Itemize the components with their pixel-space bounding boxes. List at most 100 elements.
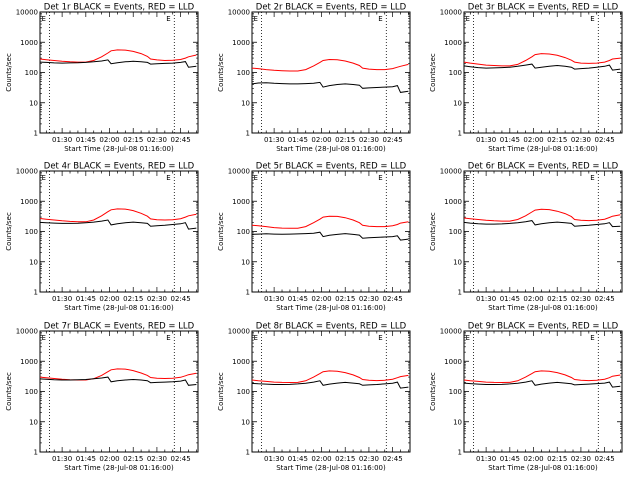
- x-tick-label: 02:45: [383, 455, 403, 463]
- event-marker-label: E: [378, 174, 382, 182]
- events-series-line: [463, 380, 621, 388]
- y-tick-label: 100: [449, 228, 462, 236]
- y-tick-label: 100: [25, 388, 38, 396]
- panel-7: Det 7r BLACK = Events, RED = LLD 1 10 100 10…: [5, 322, 199, 472]
- panel-1: Det 1r BLACK = Events, RED = LLD 1 10 100 10…: [5, 3, 199, 153]
- x-tick-label: 02:15: [123, 295, 143, 303]
- x-tick-label: 02:45: [383, 295, 403, 303]
- panel-title: Det 5r BLACK = Events, RED = LLD: [256, 162, 407, 172]
- lld-series-line: [251, 215, 409, 229]
- events-series-line: [251, 380, 409, 389]
- x-tick-label: 02:00: [311, 295, 331, 303]
- x-tick-label: 02:45: [171, 455, 191, 463]
- y-axis-label: Counts/sec: [429, 53, 437, 92]
- event-marker-label: E: [253, 15, 257, 23]
- x-tick-label: 02:30: [359, 455, 379, 463]
- x-tick-label: 01:30: [52, 455, 72, 463]
- y-tick-label: 1000: [20, 198, 38, 206]
- y-tick-label: 100: [25, 69, 38, 77]
- y-tick-label: 10000: [440, 168, 462, 176]
- event-marker-label: E: [465, 174, 469, 182]
- y-tick-label: 1000: [20, 39, 38, 47]
- event-marker-label: E: [465, 15, 469, 23]
- x-tick-label: 02:00: [99, 136, 119, 144]
- y-tick-label: 100: [449, 69, 462, 77]
- lld-series-line: [39, 208, 197, 223]
- y-tick-label: 100: [237, 69, 250, 77]
- y-tick-label: 1000: [232, 39, 250, 47]
- events-series-line: [463, 220, 621, 228]
- y-tick-label: 10000: [16, 168, 38, 176]
- event-marker-label: E: [41, 15, 45, 23]
- y-tick-label: 100: [237, 388, 250, 396]
- x-axis-label: Start Time (28-Jul-08 01:16:00): [276, 145, 386, 153]
- x-axis-label: Start Time (28-Jul-08 01:16:00): [276, 464, 386, 472]
- x-tick-label: 01:30: [52, 295, 72, 303]
- panel-title: Det 9r BLACK = Events, RED = LLD: [468, 322, 619, 332]
- event-marker-label: E: [166, 334, 170, 342]
- x-tick-label: 02:30: [571, 295, 591, 303]
- y-tick-label: 10: [29, 258, 38, 266]
- y-tick-label: 10: [241, 99, 250, 107]
- y-tick-label: 1000: [232, 358, 250, 366]
- y-tick-label: 10: [29, 99, 38, 107]
- y-tick-label: 10: [453, 418, 462, 426]
- y-tick-label: 10: [453, 99, 462, 107]
- x-tick-label: 02:30: [359, 295, 379, 303]
- x-tick-label: 01:45: [500, 136, 520, 144]
- panel-title: Det 2r BLACK = Events, RED = LLD: [256, 3, 407, 13]
- x-axis-label: Start Time (28-Jul-08 01:16:00): [488, 464, 598, 472]
- x-tick-label: 02:30: [147, 295, 167, 303]
- event-marker-label: E: [41, 334, 45, 342]
- panel-title: Det 1r BLACK = Events, RED = LLD: [44, 3, 195, 13]
- panel-3: Det 3r BLACK = Events, RED = LLD 1 10 100 10…: [429, 3, 623, 153]
- x-tick-label: 01:45: [76, 455, 96, 463]
- x-tick-label: 02:15: [335, 136, 355, 144]
- y-axis-label: Counts/sec: [5, 53, 13, 92]
- y-axis-label: Counts/sec: [429, 212, 437, 251]
- event-marker-label: E: [590, 334, 594, 342]
- x-tick-label: 02:15: [547, 136, 567, 144]
- events-series-line: [39, 376, 197, 386]
- x-tick-label: 02:45: [595, 295, 615, 303]
- panel-9: Det 9r BLACK = Events, RED = LLD 1 10 100 10…: [429, 322, 623, 472]
- events-series-line: [39, 219, 197, 230]
- y-tick-label: 10000: [16, 328, 38, 336]
- lld-series-line: [39, 49, 197, 63]
- x-tick-label: 02:15: [123, 136, 143, 144]
- y-tick-label: 10: [241, 418, 250, 426]
- y-tick-label: 1: [458, 449, 462, 457]
- y-tick-label: 1000: [232, 198, 250, 206]
- lld-series-line: [251, 58, 409, 72]
- y-axis-label: Counts/sec: [217, 53, 225, 92]
- x-tick-label: 01:45: [500, 295, 520, 303]
- lld-series-line: [463, 208, 621, 222]
- x-tick-label: 02:00: [523, 136, 543, 144]
- lld-series-line: [463, 370, 621, 384]
- x-tick-label: 01:30: [264, 455, 284, 463]
- x-tick-label: 01:45: [288, 295, 308, 303]
- x-tick-label: 01:45: [76, 136, 96, 144]
- x-axis-label: Start Time (28-Jul-08 01:16:00): [64, 145, 174, 153]
- x-tick-label: 01:45: [288, 455, 308, 463]
- x-tick-label: 02:00: [311, 455, 331, 463]
- panel-5: Det 5r BLACK = Events, RED = LLD 1 10 100 10…: [217, 162, 411, 312]
- x-tick-label: 01:45: [500, 455, 520, 463]
- event-marker-label: E: [166, 15, 170, 23]
- event-marker-label: E: [253, 334, 257, 342]
- y-tick-label: 10000: [228, 328, 250, 336]
- y-tick-label: 100: [25, 228, 38, 236]
- x-tick-label: 01:30: [264, 295, 284, 303]
- panel-title: Det 8r BLACK = Events, RED = LLD: [256, 322, 407, 332]
- event-marker-label: E: [253, 174, 257, 182]
- x-tick-label: 02:15: [335, 455, 355, 463]
- y-tick-label: 1000: [20, 358, 38, 366]
- x-tick-label: 02:00: [523, 455, 543, 463]
- x-tick-label: 02:45: [595, 136, 615, 144]
- panel-2: Det 2r BLACK = Events, RED = LLD 1 10 100 10…: [217, 3, 411, 153]
- x-tick-label: 02:45: [171, 136, 191, 144]
- event-marker-label: E: [41, 174, 45, 182]
- x-tick-label: 01:30: [476, 136, 496, 144]
- y-tick-label: 1: [246, 449, 250, 457]
